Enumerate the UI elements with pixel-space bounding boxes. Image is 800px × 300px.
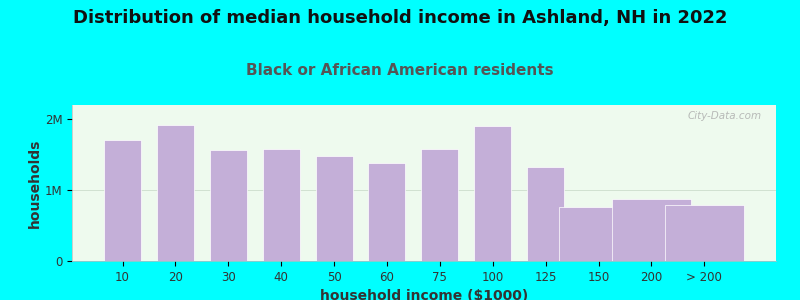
X-axis label: household income ($1000): household income ($1000) <box>320 289 528 300</box>
Y-axis label: households: households <box>28 138 42 228</box>
Text: Distribution of median household income in Ashland, NH in 2022: Distribution of median household income … <box>73 9 727 27</box>
Bar <box>559 207 638 261</box>
Bar <box>157 125 194 261</box>
Bar <box>612 199 691 261</box>
Bar <box>665 205 744 261</box>
Text: Black or African American residents: Black or African American residents <box>246 63 554 78</box>
Bar <box>262 149 300 261</box>
Bar <box>210 150 247 261</box>
Text: City-Data.com: City-Data.com <box>688 111 762 121</box>
Bar <box>369 163 406 261</box>
Bar <box>422 149 458 261</box>
Bar <box>474 126 511 261</box>
Bar <box>104 140 141 261</box>
Bar <box>315 156 353 261</box>
Bar <box>527 167 564 261</box>
